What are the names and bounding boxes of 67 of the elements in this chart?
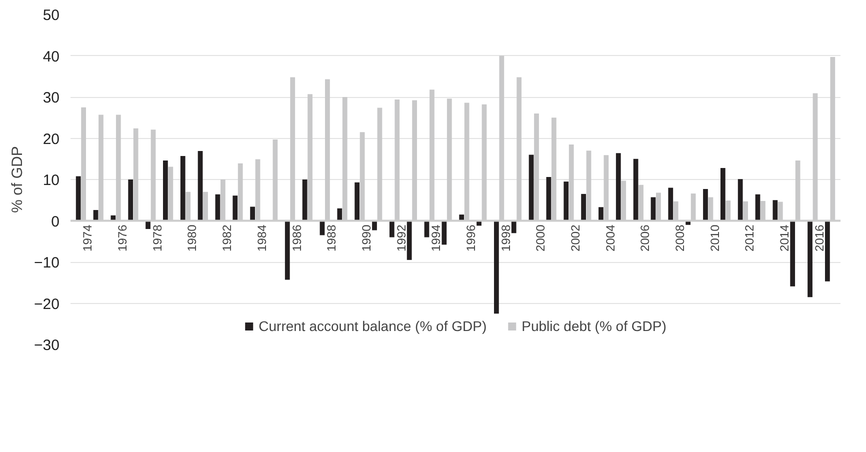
bar <box>790 220 796 286</box>
x-tick-label: 1976 <box>116 224 130 252</box>
bar <box>284 220 290 280</box>
x-tick-label: 1994 <box>429 224 444 252</box>
bar <box>720 168 726 221</box>
x-tick-label: 1980 <box>185 224 200 252</box>
bar <box>616 153 621 221</box>
bar <box>650 197 656 221</box>
x-tick-label: 2014 <box>778 224 792 252</box>
bar <box>738 179 743 221</box>
bar <box>459 214 464 221</box>
bar <box>824 220 830 282</box>
bar <box>302 180 308 221</box>
bar <box>389 220 394 238</box>
y-axis-title: % of GDP <box>9 146 26 213</box>
x-tick-label: 1984 <box>254 224 269 252</box>
bar <box>232 196 238 221</box>
x-tick-label: 1986 <box>290 224 304 252</box>
x-tick-label: 2012 <box>742 224 757 252</box>
y-tick-label: 0 <box>51 213 60 230</box>
x-tick-label: 1990 <box>359 224 374 252</box>
bar <box>703 188 708 221</box>
y-tick-label: 20 <box>42 130 60 148</box>
y-tick-label: 50 <box>42 7 60 24</box>
bar <box>337 208 342 221</box>
x-tick-label: 2006 <box>638 224 652 252</box>
bar <box>494 220 499 314</box>
x-tick-label: 1982 <box>220 224 234 252</box>
bar <box>128 180 134 221</box>
bar <box>354 182 360 221</box>
x-tick-label: 1996 <box>464 224 478 252</box>
y-tick-label: 30 <box>42 90 60 106</box>
x-tick-label: 2008 <box>673 224 688 252</box>
bar <box>668 188 674 221</box>
x-tick-label: 2016 <box>812 224 826 252</box>
bar <box>581 194 586 221</box>
x-tick-label: 2004 <box>603 224 618 252</box>
bar <box>180 156 186 221</box>
bar <box>564 182 569 221</box>
y-tick-label: −20 <box>34 296 60 313</box>
legend-label: Current account balance (% of GDP) <box>258 318 487 334</box>
x-tick-label: 1998 <box>498 224 513 252</box>
x-tick-label: 1974 <box>80 224 95 252</box>
x-tick-label: 1978 <box>150 224 164 252</box>
bar <box>598 207 604 221</box>
x-tick-label: 1992 <box>394 224 408 252</box>
bar <box>808 220 812 298</box>
bar <box>442 220 447 245</box>
x-tick-label: 2002 <box>568 224 583 252</box>
bar <box>546 177 552 221</box>
bar <box>511 220 516 234</box>
y-tick-label: −30 <box>34 337 60 354</box>
legend-label: Public debt (% of GDP) <box>522 318 666 334</box>
x-tick-label: 2010 <box>708 224 722 252</box>
bar <box>250 206 255 221</box>
bar <box>528 154 534 221</box>
bar <box>76 176 81 221</box>
bar <box>198 151 203 221</box>
bar <box>163 160 168 221</box>
y-tick-label: 10 <box>42 172 60 189</box>
x-tick-label: 2000 <box>534 224 548 252</box>
y-tick-label: 40 <box>42 48 60 66</box>
y-tick-label: −10 <box>34 254 60 272</box>
x-tick-label: 1988 <box>324 224 339 252</box>
bar <box>633 158 638 221</box>
bar <box>406 220 412 260</box>
bar <box>772 200 778 221</box>
